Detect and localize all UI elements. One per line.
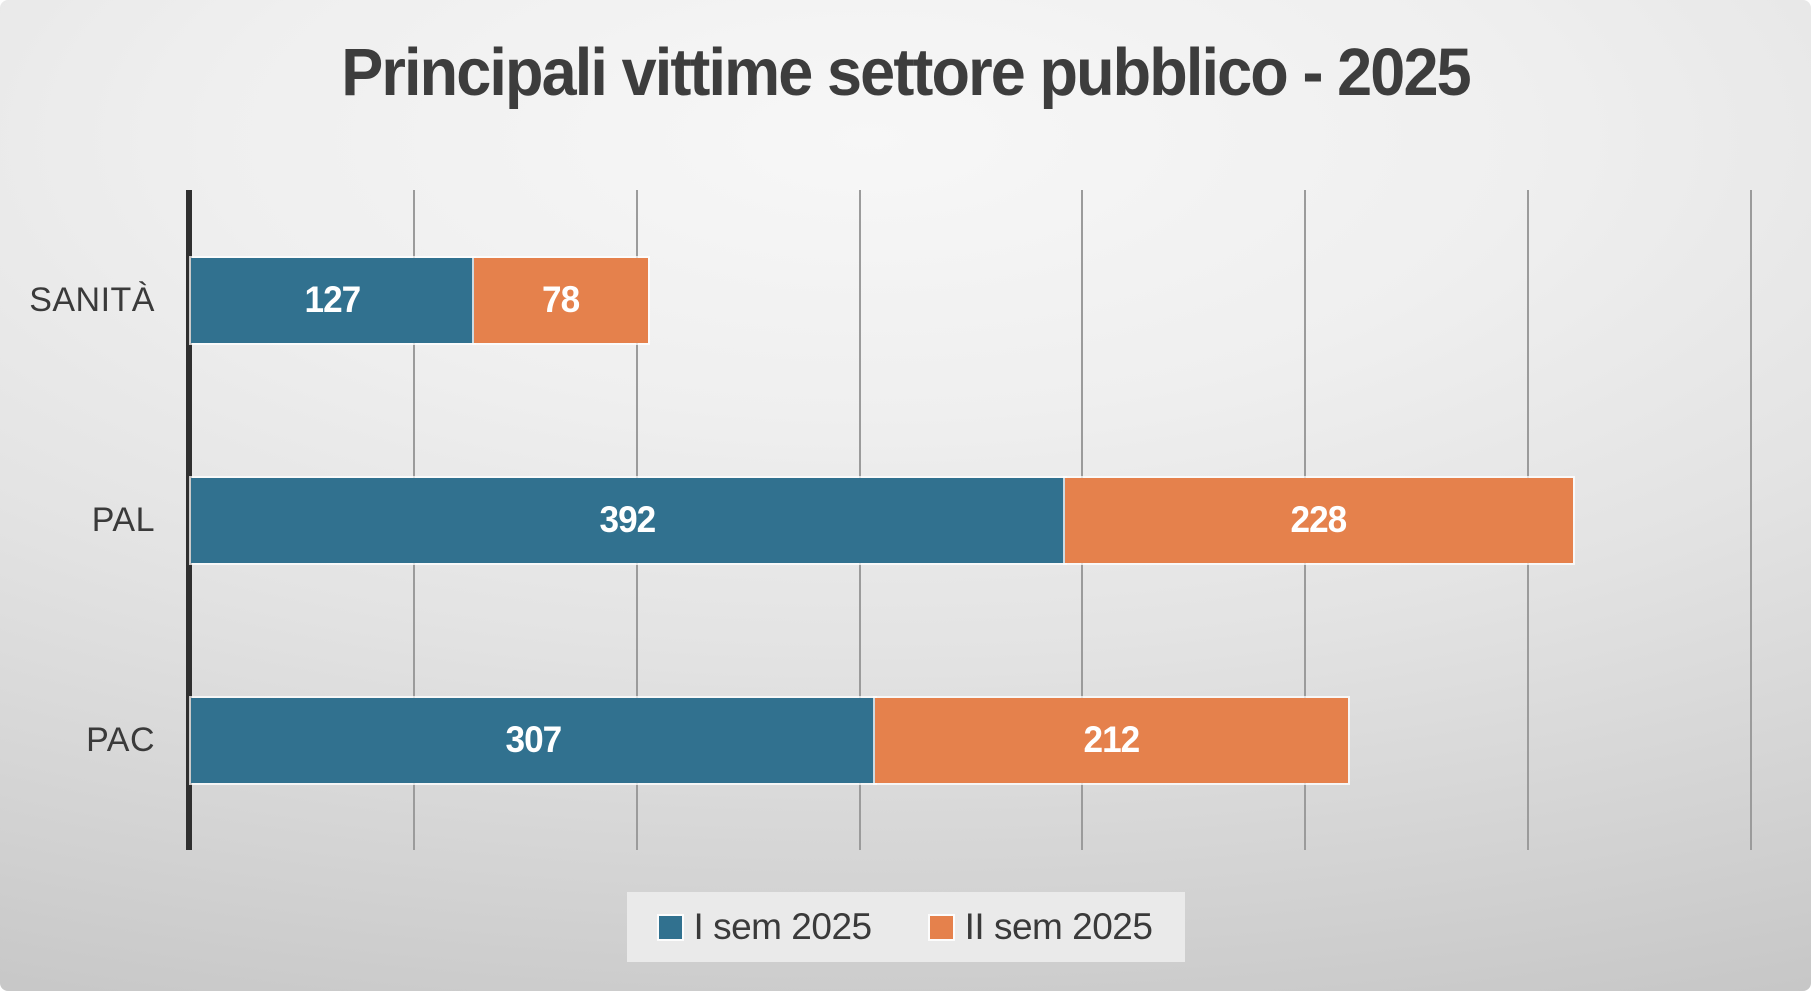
bar-segment: 228 <box>1064 477 1573 563</box>
legend-label: I sem 2025 <box>693 906 873 947</box>
plot-area: SANITÀ 127 78 PAL 392 228 PAC 307 212 <box>29 190 1752 850</box>
bar-value-label: 78 <box>542 279 580 320</box>
bar-segment: 212 <box>875 697 1348 783</box>
legend-swatch-icon <box>658 915 682 939</box>
category-label: SANITÀ <box>29 280 155 319</box>
bar-segment: 78 <box>474 257 648 343</box>
bar-stack: 392 228 <box>191 477 1751 563</box>
gridline <box>1750 190 1752 850</box>
category-label: PAC <box>86 720 155 759</box>
legend-item: I sem 2025 <box>658 906 873 948</box>
bar-row: PAL 392 228 <box>92 410 1751 630</box>
bar-segment: 392 <box>191 477 1065 563</box>
chart-title: Principali vittime settore pubblico - 20… <box>341 35 1471 110</box>
bar-value-label: 392 <box>599 499 657 540</box>
bar-value-label: 127 <box>304 279 362 320</box>
legend-label: II sem 2025 <box>964 906 1153 947</box>
bar-segment: 127 <box>191 257 475 343</box>
bar-segment: 307 <box>191 697 876 783</box>
bar-value-label: 228 <box>1290 499 1348 540</box>
bar-rows-container: SANITÀ 127 78 PAL 392 228 PAC 307 212 <box>29 190 1751 850</box>
category-label: PAL <box>91 500 155 539</box>
y-axis-line <box>186 190 192 850</box>
legend-swatch-icon <box>929 915 953 939</box>
legend-item: II sem 2025 <box>929 906 1153 948</box>
bar-stack: 127 78 <box>191 257 1751 343</box>
bar-value-label: 307 <box>505 719 562 760</box>
bar-value-label: 212 <box>1083 719 1140 760</box>
bar-row: PAC 307 212 <box>86 630 1751 850</box>
bar-row: SANITÀ 127 78 <box>29 190 1751 410</box>
bar-stack: 307 212 <box>191 697 1751 783</box>
legend: I sem 2025 II sem 2025 <box>626 892 1185 962</box>
